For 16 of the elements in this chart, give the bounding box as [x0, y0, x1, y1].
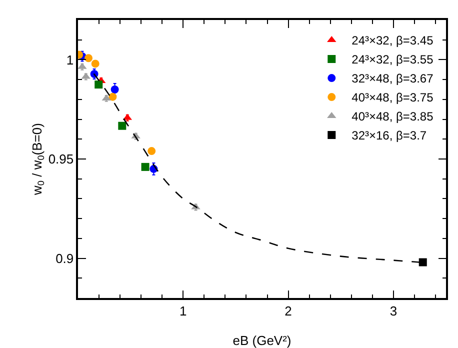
legend-label: 40³×48, β=3.75 — [352, 90, 434, 105]
point — [78, 62, 87, 69]
x-tick-label: 2 — [284, 303, 292, 318]
point — [110, 86, 119, 94]
x-tick-label: 3 — [390, 303, 398, 318]
y-tick-label: 0.9 — [56, 250, 74, 266]
legend-label: 32³×16, β=3.7 — [352, 128, 427, 143]
legend-label: 24³×32, β=3.45 — [352, 34, 434, 48]
y-tick-label: 1 — [66, 52, 74, 68]
x-tick-label: 1 — [180, 303, 187, 318]
legend-label: 24³×32, β=3.55 — [352, 52, 434, 67]
legend-label: 32³×48, β=3.67 — [352, 72, 434, 86]
y-tick-label: 0.95 — [48, 152, 74, 167]
x-axis-title: eB (GeV²) — [232, 333, 292, 348]
point — [84, 54, 93, 62]
legend-label: 40³×48, β=3.85 — [352, 110, 434, 124]
